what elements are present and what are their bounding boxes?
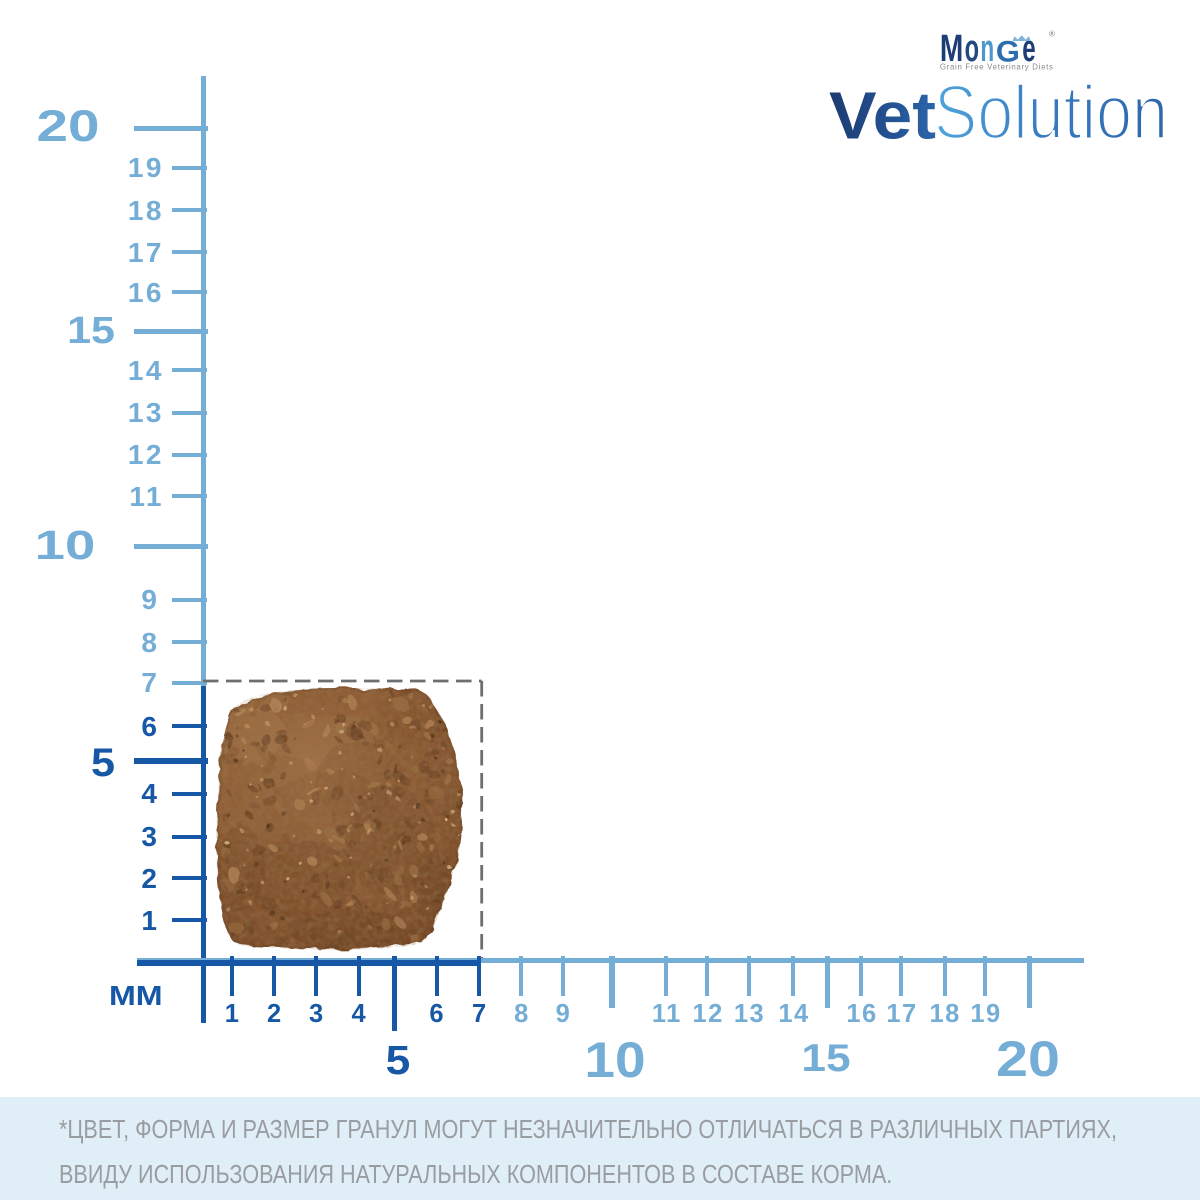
svg-text:Vet: Vet (829, 79, 936, 154)
svg-text:®: ® (1049, 30, 1055, 39)
svg-text:Grain Free Veterinary Diets: Grain Free Veterinary Diets (940, 63, 1053, 72)
svg-text:e: e (1022, 28, 1035, 70)
svg-text:Solution: Solution (934, 71, 1168, 156)
svg-text:n: n (980, 28, 994, 70)
svg-text:M: M (940, 28, 963, 70)
svg-text:o: o (965, 28, 979, 70)
